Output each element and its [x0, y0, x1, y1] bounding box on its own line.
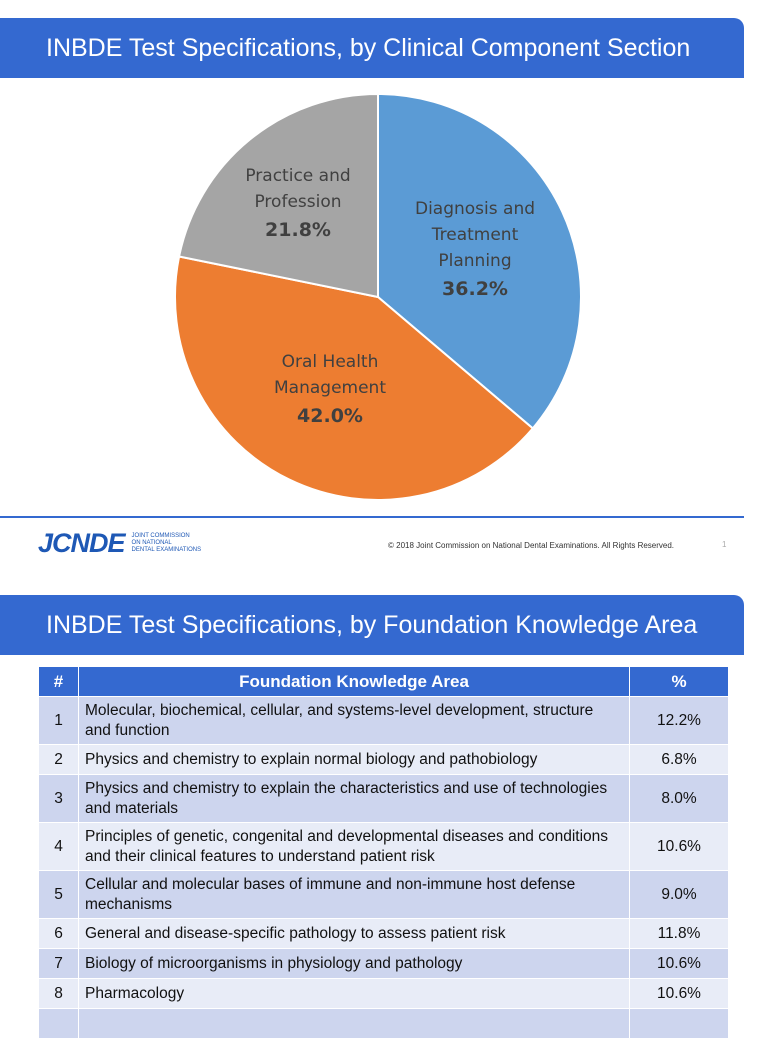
row-percent: 11.8% — [629, 918, 729, 949]
row-percent: 6.8% — [629, 744, 729, 775]
column-header-area: Foundation Knowledge Area — [78, 666, 630, 697]
slice-label: Profession — [254, 192, 341, 212]
row-area: Principles of genetic, congenital and de… — [78, 822, 630, 871]
table-row: 3 Physics and chemistry to explain the c… — [38, 774, 729, 823]
row-number: 3 — [38, 774, 79, 823]
slice-percent-label: 36.2% — [442, 278, 508, 300]
pie-chart: Diagnosis and Treatment Planning 36.2% Oral … — [174, 92, 583, 501]
table-row: 1 Molecular, biochemical, cellular, and … — [38, 696, 729, 745]
row-area: General and disease-specific pathology t… — [78, 918, 630, 949]
slide-clinical-components: INBDE Test Specifications, by Clinical C… — [0, 18, 744, 558]
slide-title: INBDE Test Specifications, by Clinical C… — [0, 18, 744, 78]
slice-label: Oral Health — [282, 352, 379, 372]
slice-percent-label: 42.0% — [297, 405, 363, 427]
foundation-knowledge-table: # Foundation Knowledge Area % 1 Molecula… — [38, 666, 729, 1039]
table-row: 5 Cellular and molecular bases of immune… — [38, 870, 729, 919]
slide-title: INBDE Test Specifications, by Foundation… — [0, 595, 744, 655]
pie-slice — [377, 92, 583, 430]
footer-divider — [0, 516, 744, 518]
slice-label: Treatment — [431, 225, 519, 245]
row-area: Physics and chemistry to explain normal … — [78, 744, 630, 775]
table-row: 4 Principles of genetic, congenital and … — [38, 822, 729, 871]
row-percent: 10.6% — [629, 948, 729, 979]
slice-percent-label: 21.8% — [265, 219, 331, 241]
row-percent: 9.0% — [629, 870, 729, 919]
slice-label: Planning — [438, 251, 511, 271]
row-percent: 10.6% — [629, 978, 729, 1009]
page-number: 1 — [722, 540, 727, 549]
row-number: 1 — [38, 696, 79, 745]
pie-slice — [177, 92, 379, 299]
row-number: 6 — [38, 918, 79, 949]
row-percent: 12.2% — [629, 696, 729, 745]
jcnde-logo: JCNDE JOINT COMMISSION ON NATIONAL DENTA… — [38, 528, 212, 558]
table-row: 2 Physics and chemistry to explain norma… — [38, 744, 729, 775]
row-area: Cellular and molecular bases of immune a… — [78, 870, 630, 919]
row-percent: 10.6% — [629, 822, 729, 871]
table-row: 7 Biology of microorganisms in physiolog… — [38, 948, 729, 979]
pie-slice — [174, 255, 535, 501]
slice-label: Diagnosis and — [415, 199, 535, 219]
slide-foundation-knowledge: INBDE Test Specifications, by Foundation… — [0, 572, 768, 1039]
row-number: 4 — [38, 822, 79, 871]
table-row: 6 General and disease-specific pathology… — [38, 918, 729, 949]
row-percent: 8.0% — [629, 774, 729, 823]
row-number: 2 — [38, 744, 79, 775]
table-header-row: # Foundation Knowledge Area % — [38, 666, 729, 697]
column-header-number: # — [38, 666, 79, 697]
row-area: Biology of microorganisms in physiology … — [78, 948, 630, 979]
column-header-percent: % — [629, 666, 729, 697]
logo-subtitle: JOINT COMMISSION ON NATIONAL DENTAL EXAM… — [131, 532, 202, 553]
row-area: Molecular, biochemical, cellular, and sy… — [78, 696, 630, 745]
row-number: 5 — [38, 870, 79, 919]
slice-label: Management — [274, 378, 386, 398]
copyright-notice: © 2018 Joint Commission on National Dent… — [388, 541, 675, 550]
row-area: Physics and chemistry to explain the cha… — [78, 774, 630, 823]
table-row: 8 Pharmacology 10.6% — [38, 978, 729, 1009]
logo-wordmark: JCNDE — [38, 528, 126, 558]
row-area: Pharmacology — [78, 978, 630, 1009]
slice-label: Practice and — [245, 166, 350, 186]
row-number: 8 — [38, 978, 79, 1009]
row-number: 7 — [38, 948, 79, 979]
